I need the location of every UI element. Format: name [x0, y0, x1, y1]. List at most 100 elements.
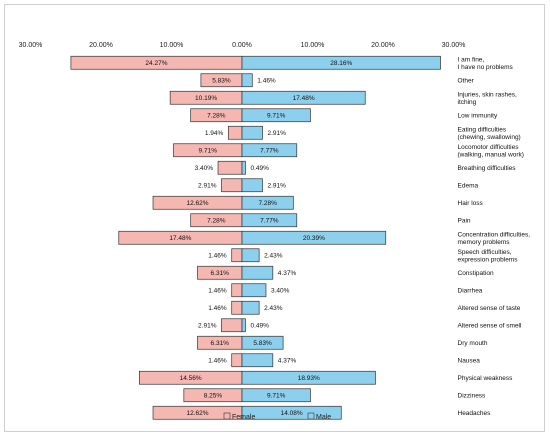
data-label-female: 2.91%	[198, 183, 217, 190]
data-label-male: 3.40%	[271, 288, 290, 295]
category-label: Speech difficulties, expression problems	[458, 249, 519, 263]
data-label-female: 1.46%	[208, 253, 227, 260]
data-label-female: 9.71%	[199, 148, 218, 155]
legend: Female Male	[223, 412, 331, 421]
data-label-female: 1.94%	[205, 130, 224, 137]
x-tick-label: 10.00%	[301, 42, 325, 49]
bar-male	[241, 213, 298, 228]
category-label: Nausea	[458, 358, 481, 365]
x-tick-label: 30.00%	[442, 42, 466, 49]
data-label-female: 3.40%	[195, 165, 214, 172]
bar-male	[241, 195, 294, 210]
category-label: Pain	[458, 218, 471, 225]
bar-female	[231, 248, 243, 263]
data-label-male: 9.71%	[267, 393, 286, 400]
data-label-female: 6.31%	[211, 340, 230, 347]
bar-male	[241, 160, 246, 175]
bar-male	[241, 370, 376, 385]
bar-male	[241, 265, 274, 280]
category-label: Edema	[458, 183, 479, 190]
category-label: Hair loss	[458, 200, 484, 207]
data-label-male: 28.16%	[330, 60, 352, 67]
bar-male	[241, 300, 260, 315]
bars: 24.27% 28.16% 5.83% 1.46% 10.19% 17.48% 7.28% 9…	[70, 55, 441, 420]
bar-male	[241, 178, 263, 193]
bar-female	[231, 283, 243, 298]
bar-male	[241, 405, 342, 420]
bar-female	[231, 300, 243, 315]
category-label: Altered sense of taste	[458, 305, 521, 312]
data-label-female: 12.62%	[186, 410, 208, 417]
data-label-male: 2.91%	[268, 183, 287, 190]
category-label: Constipation	[458, 270, 495, 277]
data-label-male: 1.46%	[257, 78, 276, 85]
data-label-male: 2.91%	[268, 130, 287, 137]
data-label-female: 12.62%	[186, 200, 208, 207]
category-label: Dizziness	[458, 393, 487, 400]
bar-male	[241, 143, 298, 158]
data-label-male: 7.77%	[260, 148, 279, 155]
bar-male	[241, 73, 253, 88]
category-label: Other	[458, 78, 475, 85]
data-label-male: 0.49%	[250, 323, 269, 330]
bar-male	[241, 55, 441, 70]
category-label: Breathing difficulties	[458, 165, 517, 172]
data-label-male: 2.43%	[264, 305, 283, 312]
data-label-male: 17.48%	[293, 95, 315, 102]
data-label-female: 5.83%	[212, 78, 231, 85]
x-tick-label: 20.00%	[371, 42, 395, 49]
category-label: Eating difficulties (chewing, swallowing)	[458, 126, 521, 140]
data-label-male: 5.83%	[253, 340, 272, 347]
legend-swatch-male	[307, 412, 315, 420]
bar-male	[241, 335, 284, 350]
data-label-male: 2.43%	[264, 253, 283, 260]
data-label-female: 8.25%	[204, 393, 223, 400]
bar-female	[231, 353, 243, 368]
bar-male	[241, 108, 311, 123]
data-label-male: 7.28%	[258, 200, 277, 207]
data-label-female: 2.91%	[198, 323, 217, 330]
category-label: Injuries, skin rashes, itching	[458, 91, 517, 105]
data-label-female: 7.28%	[207, 113, 226, 120]
category-labels: I am fine, I have no problems Other Injurie…	[458, 56, 531, 417]
category-label: Diarrhea	[458, 288, 483, 295]
data-label-female: 7.28%	[207, 218, 226, 225]
category-label: Physical weakness	[458, 375, 514, 382]
data-label-male: 20.39%	[303, 235, 325, 242]
bar-female	[217, 160, 243, 175]
x-tick-label: 10.00%	[160, 42, 184, 49]
category-label: Concentration difficulties, memory proble…	[458, 231, 531, 245]
data-label-female: 10.19%	[195, 95, 217, 102]
bar-male	[241, 230, 387, 245]
data-label-male: 4.37%	[278, 270, 297, 277]
bar-male	[241, 283, 267, 298]
data-label-male: 7.77%	[260, 218, 279, 225]
data-label-female: 1.46%	[208, 288, 227, 295]
data-label-female: 14.56%	[180, 375, 202, 382]
bar-male	[241, 248, 260, 263]
data-label-male: 14.08%	[281, 410, 303, 417]
x-tick-label: 0.00%	[232, 42, 252, 49]
category-label: Low immunity	[458, 113, 498, 120]
bar-female	[221, 178, 243, 193]
data-label-male: 9.71%	[267, 113, 286, 120]
bar-male	[241, 318, 246, 333]
data-label-female: 17.48%	[169, 235, 191, 242]
legend-label-male: Male	[316, 414, 331, 421]
x-tick-label: 30.00%	[19, 42, 43, 49]
data-label-female: 24.27%	[145, 60, 167, 67]
data-label-male: 18.93%	[298, 375, 320, 382]
x-tick-label: 20.00%	[89, 42, 113, 49]
bar-male	[241, 125, 263, 140]
data-label-male: 4.37%	[278, 358, 297, 365]
data-label-female: 1.46%	[208, 305, 227, 312]
legend-label-female: Female	[232, 414, 255, 421]
category-label: Altered sense of smell	[458, 323, 523, 330]
bar-female	[227, 125, 243, 140]
data-label-female: 1.46%	[208, 358, 227, 365]
bar-male	[241, 353, 274, 368]
bar-male	[241, 388, 311, 403]
data-label-male: 0.49%	[250, 165, 269, 172]
bar-male	[241, 90, 366, 105]
